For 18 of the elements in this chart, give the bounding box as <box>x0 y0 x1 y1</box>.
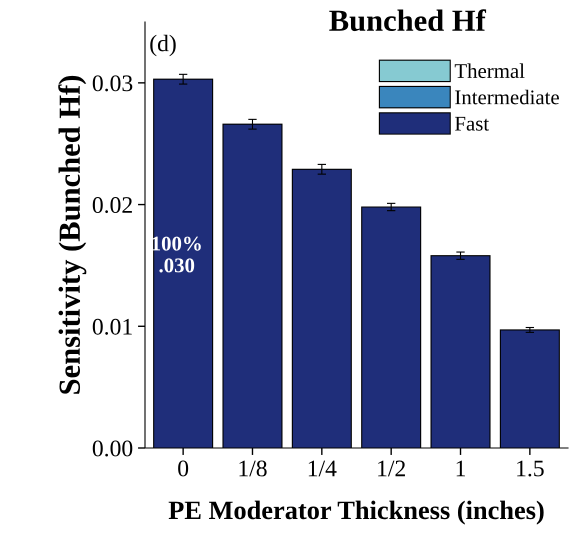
x-tick-label: 1/2 <box>378 460 405 476</box>
annotation: (d) <box>150 34 176 56</box>
x-axis-title: PE Moderator Thickness (inches) <box>168 500 544 525</box>
legend-label: Fast <box>455 116 490 131</box>
legend-label: Thermal <box>454 63 525 78</box>
y-tick-label: 0.03 <box>92 75 132 92</box>
x-tick-label: 1 <box>456 460 466 476</box>
x-tick-label: 0 <box>178 460 188 476</box>
x-tick-label: 1/4 <box>308 460 337 476</box>
chart-title: Bunched Hf <box>329 9 486 32</box>
y-tick-label: 0.02 <box>92 197 132 214</box>
annotation: 100% .030 <box>152 236 201 272</box>
x-tick-label: 1/8 <box>239 460 267 476</box>
legend-label: Intermediate <box>455 90 559 104</box>
y-tick-label: 0.01 <box>92 318 132 335</box>
y-tick-label: 0.00 <box>92 440 132 457</box>
y-axis-title: Sensitivity (Bunched Hf) <box>58 76 86 394</box>
x-tick-label: 1.5 <box>517 460 544 477</box>
